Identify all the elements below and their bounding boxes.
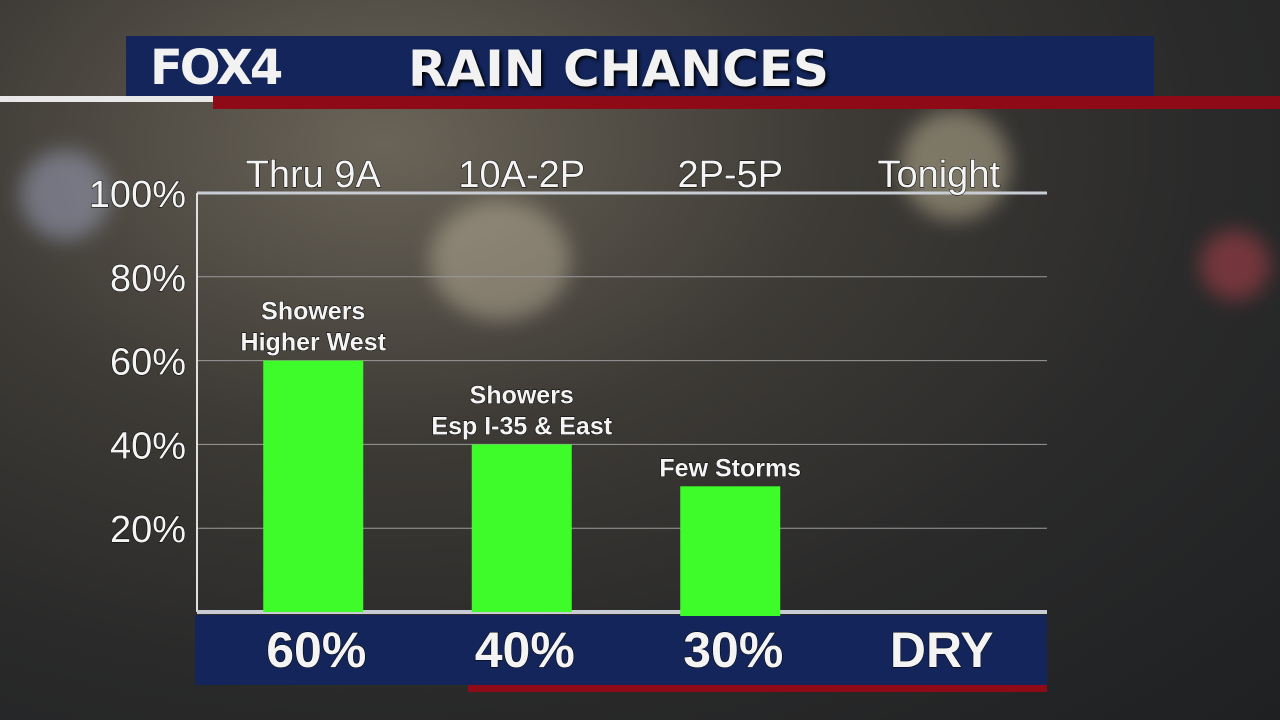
y-tick-label: 80% bbox=[110, 258, 186, 300]
y-tick-label: 60% bbox=[110, 342, 186, 384]
red-accent-bar bbox=[213, 96, 1280, 109]
category-label: Tonight bbox=[877, 154, 1000, 196]
bar-annotation: Higher West bbox=[241, 329, 387, 357]
value-label: 30% bbox=[683, 622, 783, 678]
bar bbox=[680, 486, 781, 616]
y-tick-label: 100% bbox=[89, 174, 186, 216]
fox4-logo: FOX4 bbox=[150, 40, 283, 96]
category-label: 10A-2P bbox=[458, 154, 585, 196]
value-label: 40% bbox=[475, 622, 575, 678]
banner-red-accent bbox=[468, 685, 1047, 692]
white-accent-bar bbox=[0, 96, 213, 102]
value-banner bbox=[195, 615, 1047, 685]
y-tick-label: 40% bbox=[110, 425, 186, 467]
category-label: 2P-5P bbox=[677, 154, 783, 196]
bar bbox=[263, 360, 364, 612]
page-title: RAIN CHANCES bbox=[408, 40, 829, 98]
bar-annotation: Few Storms bbox=[659, 454, 801, 482]
category-label: Thru 9A bbox=[246, 154, 382, 196]
value-label: 60% bbox=[266, 622, 366, 678]
value-label: DRY bbox=[890, 622, 994, 678]
bar-annotation: Esp I-35 & East bbox=[431, 412, 612, 440]
bar bbox=[471, 444, 572, 612]
header-banner: FOX4 RAIN CHANCES bbox=[126, 36, 1154, 98]
y-tick-label: 20% bbox=[110, 509, 186, 551]
bar-annotation: Showers bbox=[261, 298, 365, 326]
bar-annotation: Showers bbox=[470, 381, 574, 409]
